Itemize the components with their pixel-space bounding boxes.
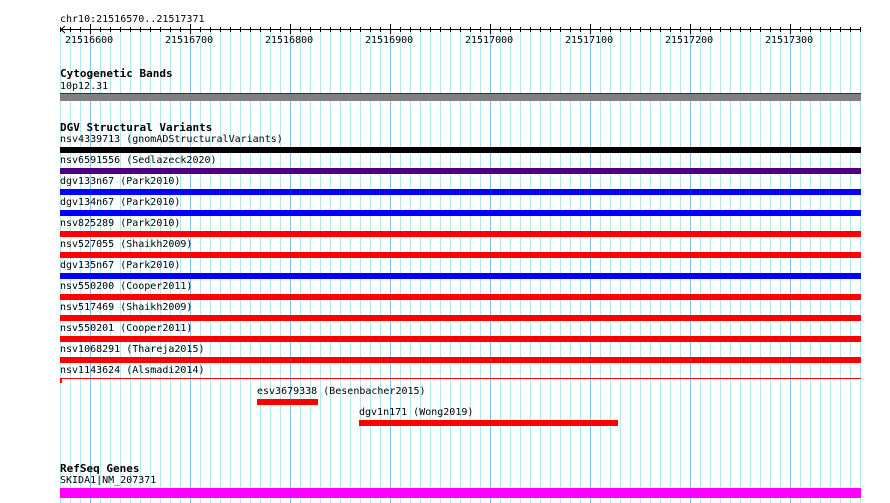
ruler-tick-label: 21517100	[565, 35, 614, 46]
variant-bar[interactable]	[60, 147, 861, 153]
ruler-tick-label: 21516900	[365, 35, 414, 46]
ruler-tick-label: 21517300	[765, 35, 814, 46]
variant-bar[interactable]	[60, 210, 861, 216]
variant-bar[interactable]	[60, 252, 861, 258]
variant-label: dgv135n67 (Park2010)	[60, 260, 181, 271]
refseq-track-title[interactable]: RefSeq Genes	[60, 462, 140, 475]
variant-label: dgv134n67 (Park2010)	[60, 197, 181, 208]
variant-label: dgv1n171 (Wong2019)	[359, 407, 474, 418]
ruler-tick-label: 21517000	[465, 35, 514, 46]
variant-label: nsv1143624 (Alsmadi2014)	[60, 365, 205, 376]
ruler-tick-label: 21516800	[265, 35, 314, 46]
variant-bar[interactable]	[60, 231, 861, 237]
variant-bar[interactable]	[257, 399, 318, 405]
variant-label: nsv1068291 (Thareja2015)	[60, 344, 205, 355]
variant-bar[interactable]	[60, 357, 861, 363]
variant-label: nsv527055 (Shaikh2009)	[60, 239, 193, 250]
variant-bar[interactable]	[60, 378, 861, 379]
ruler-tick-label: 21516600	[65, 35, 114, 46]
cytoband-bar[interactable]	[60, 93, 861, 101]
variant-bar[interactable]	[60, 168, 861, 174]
variant-label: nsv4339713 (gnomADStructuralVariants)	[60, 134, 283, 145]
variant-label: esv3679338 (Besenbacher2015)	[257, 386, 426, 397]
variant-label: nsv550201 (Cooper2011)	[60, 323, 193, 334]
variant-label: nsv517469 (Shaikh2009)	[60, 302, 193, 313]
ruler-tick-label: 21516700	[165, 35, 214, 46]
dgv-track-title[interactable]: DGV Structural Variants	[60, 121, 213, 134]
variant-bar[interactable]	[359, 420, 618, 426]
region-label: chr10:21516570..21517371	[60, 14, 205, 25]
cytoband-track-title[interactable]: Cytogenetic Bands	[60, 67, 173, 80]
variant-label: nsv6591556 (Sedlazeck2020)	[60, 155, 217, 166]
variant-bar[interactable]	[60, 315, 861, 321]
variant-label: nsv550200 (Cooper2011)	[60, 281, 193, 292]
variant-label: nsv825289 (Park2010)	[60, 218, 181, 229]
variant-bar[interactable]	[60, 294, 861, 300]
variant-label: dgv133n67 (Park2010)	[60, 176, 181, 187]
cytoband-label: 10p12.31	[60, 81, 109, 92]
variant-bar[interactable]	[60, 336, 861, 342]
ruler[interactable]	[60, 29, 861, 30]
variant-bar[interactable]	[60, 273, 861, 279]
refseq-gene-label: SKIDA1|NM_207371	[60, 475, 157, 486]
variant-bar[interactable]	[60, 189, 861, 195]
variant-start-marker	[60, 378, 62, 383]
ruler-tick-label: 21517200	[665, 35, 714, 46]
refseq-gene-bar[interactable]	[60, 488, 861, 498]
